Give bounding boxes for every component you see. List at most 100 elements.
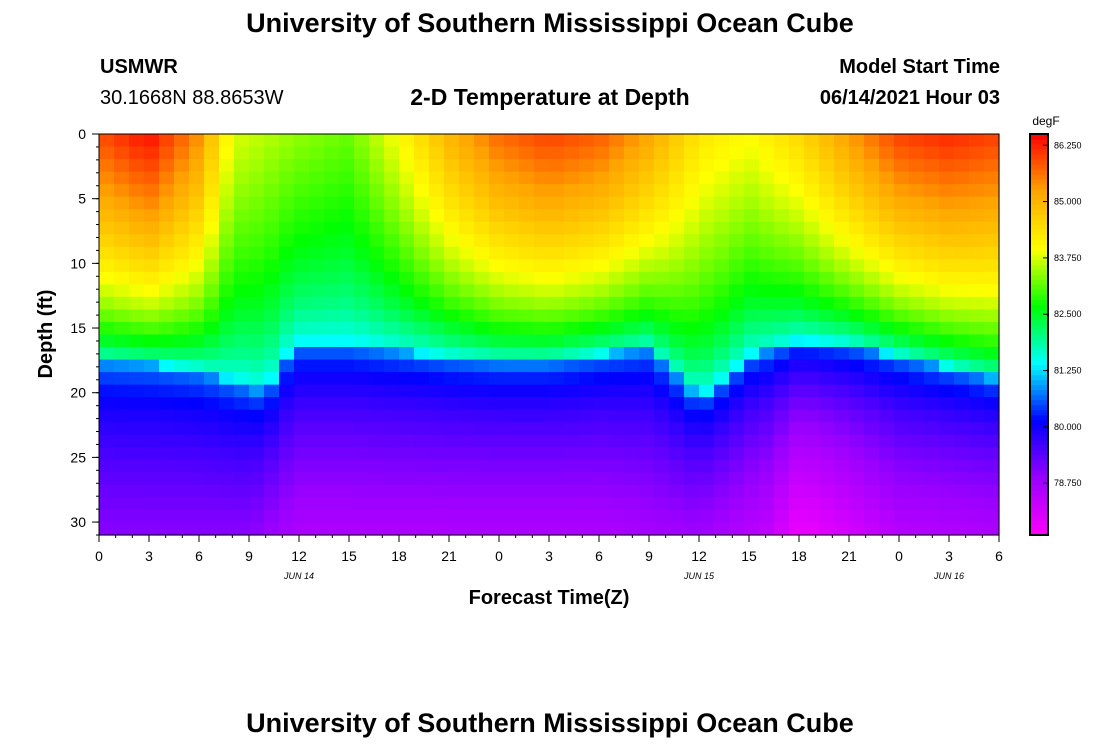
heatmap-cell — [894, 459, 910, 473]
heatmap-cell — [894, 347, 910, 361]
heatmap-cell — [714, 146, 730, 160]
heatmap-cell — [669, 146, 685, 160]
heatmap-cell — [384, 347, 400, 361]
heatmap-cell — [159, 284, 175, 298]
heatmap-cell — [324, 321, 340, 336]
heatmap-cell — [279, 459, 295, 473]
heatmap-cell — [714, 422, 730, 436]
heatmap-cell — [639, 472, 655, 486]
heatmap-cell — [984, 397, 1000, 411]
heatmap-cell — [504, 259, 520, 273]
heatmap-cell — [144, 422, 160, 436]
heatmap-cell — [744, 246, 760, 260]
heatmap-cell — [549, 372, 565, 386]
heatmap-cell — [879, 234, 895, 248]
heatmap-cell — [789, 409, 805, 423]
heatmap-cell — [849, 171, 865, 185]
colorbar-swatch — [1030, 289, 1048, 295]
heatmap-cell — [564, 221, 580, 235]
heatmap-cell — [939, 296, 955, 311]
colorbar-swatch — [1030, 449, 1048, 456]
heatmap-cell — [309, 409, 325, 423]
heatmap-cell — [564, 334, 580, 348]
x-tick-label: 12 — [291, 548, 307, 564]
heatmap-cell — [924, 321, 940, 336]
heatmap-cell — [684, 309, 700, 323]
heatmap-cell — [489, 309, 505, 323]
heatmap-cell — [579, 234, 595, 248]
heatmap-cell — [234, 184, 250, 198]
colorbar-swatch — [1030, 444, 1048, 451]
heatmap-cell — [564, 209, 580, 223]
heatmap-cell — [849, 221, 865, 235]
heatmap-cell — [894, 384, 910, 398]
heatmap-cell — [534, 509, 550, 524]
heatmap-cell — [204, 334, 220, 348]
heatmap-cell — [99, 472, 115, 486]
heatmap-cell — [294, 196, 310, 210]
heatmap-cell — [639, 271, 655, 285]
heatmap-cell — [684, 259, 700, 273]
heatmap-cell — [309, 221, 325, 235]
heatmap-cell — [759, 159, 775, 173]
heatmap-cell — [519, 472, 535, 486]
heatmap-cell — [969, 259, 985, 273]
heatmap-cell — [984, 409, 1000, 423]
heatmap-cell — [489, 296, 505, 311]
heatmap-cell — [714, 347, 730, 361]
heatmap-cell — [954, 359, 970, 373]
heatmap-cell — [609, 509, 625, 524]
heatmap-cell — [234, 472, 250, 486]
heatmap-cell — [414, 209, 430, 223]
heatmap-cell — [324, 347, 340, 361]
heatmap-cell — [729, 459, 745, 473]
heatmap-cell — [744, 422, 760, 436]
heatmap-cell — [969, 434, 985, 448]
heatmap-cell — [399, 284, 415, 298]
heatmap-cell — [189, 384, 205, 398]
heatmap-cell — [624, 184, 640, 198]
heatmap-cell — [339, 409, 355, 423]
heatmap-cell — [114, 447, 130, 461]
heatmap-cell — [954, 321, 970, 336]
heatmap-cell — [594, 484, 610, 499]
heatmap-cell — [384, 284, 400, 298]
heatmap-cell — [579, 434, 595, 448]
heatmap-cell — [219, 347, 235, 361]
heatmap-cell — [414, 422, 430, 436]
heatmap-cell — [969, 522, 985, 536]
heatmap-cell — [414, 221, 430, 235]
heatmap-cell — [414, 459, 430, 473]
heatmap-cell — [864, 497, 880, 511]
heatmap-cell — [729, 321, 745, 336]
colorbar-swatch — [1030, 364, 1048, 371]
colorbar-swatch — [1030, 469, 1048, 476]
colorbar-swatch — [1030, 404, 1048, 411]
heatmap-cell — [474, 459, 490, 473]
heatmap-cell — [774, 384, 790, 398]
heatmap-cell — [189, 372, 205, 386]
heatmap-cell — [384, 484, 400, 499]
heatmap-cell — [279, 134, 295, 148]
heatmap-cell — [324, 409, 340, 423]
heatmap-cell — [429, 184, 445, 198]
colorbar-swatch — [1030, 524, 1048, 531]
heatmap-cell — [939, 196, 955, 210]
heatmap-cell — [324, 484, 340, 499]
heatmap-cell — [849, 296, 865, 311]
heatmap-cell — [864, 284, 880, 298]
heatmap-cell — [294, 509, 310, 524]
heatmap-cell — [204, 321, 220, 336]
heatmap-cell — [309, 321, 325, 336]
heatmap-cell — [609, 334, 625, 348]
heatmap-cell — [774, 497, 790, 511]
colorbar-tick-label: 78.750 — [1054, 478, 1082, 488]
heatmap-cell — [954, 334, 970, 348]
heatmap-cell — [534, 284, 550, 298]
heatmap-cell — [159, 434, 175, 448]
heatmap-cell — [654, 384, 670, 398]
colorbar-swatch — [1030, 359, 1048, 366]
heatmap-cell — [504, 146, 520, 160]
heatmap-cell — [249, 422, 265, 436]
heatmap-cell — [249, 409, 265, 423]
